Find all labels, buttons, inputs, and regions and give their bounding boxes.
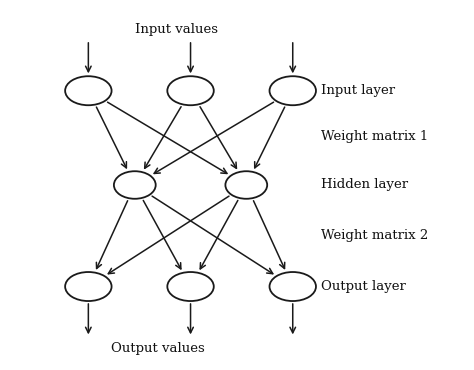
Text: Output layer: Output layer <box>320 280 405 293</box>
Ellipse shape <box>225 171 267 199</box>
Ellipse shape <box>167 272 214 301</box>
Ellipse shape <box>167 76 214 105</box>
Ellipse shape <box>114 171 155 199</box>
Ellipse shape <box>65 272 111 301</box>
Ellipse shape <box>270 272 316 301</box>
Text: Weight matrix 2: Weight matrix 2 <box>320 229 428 242</box>
Ellipse shape <box>65 76 111 105</box>
Text: Output values: Output values <box>111 342 205 355</box>
Text: Weight matrix 1: Weight matrix 1 <box>320 130 428 142</box>
Text: Input values: Input values <box>135 23 218 36</box>
Ellipse shape <box>270 76 316 105</box>
Text: Input layer: Input layer <box>320 84 395 97</box>
Text: Hidden layer: Hidden layer <box>320 178 408 192</box>
